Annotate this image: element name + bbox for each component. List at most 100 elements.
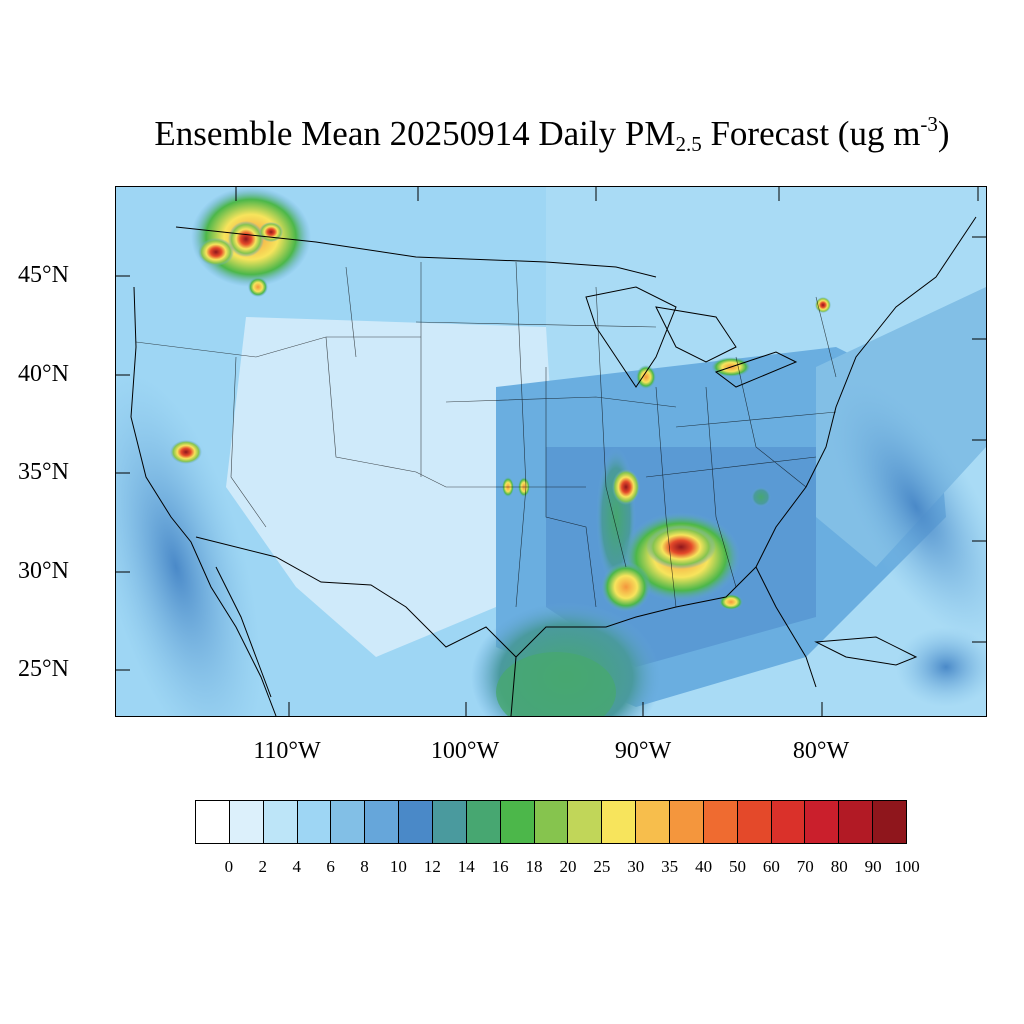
state-line-14 [735, 356, 807, 488]
colorbar-label: 2 [258, 857, 268, 876]
colorbar-cell [670, 801, 704, 843]
colorbar-label: 0 [224, 857, 234, 876]
title-superscript: -3 [920, 112, 938, 136]
colorbar-cell [433, 801, 467, 843]
colorbar-label: 14 [457, 857, 475, 876]
idaho-hot-core-1 [198, 238, 234, 266]
colorbar-cell [839, 801, 874, 843]
louisiana-plume [601, 562, 651, 612]
colorbar-cell [263, 801, 298, 843]
colorbar-cell [737, 801, 772, 843]
colorbar-cell [331, 801, 366, 843]
interior-west-clean-area [226, 317, 556, 657]
coastlines-and-borders [130, 216, 977, 716]
idaho-hot-core-3 [259, 222, 283, 242]
pacific-coastline [130, 286, 277, 716]
colorbar-cell [602, 801, 637, 843]
lat-label-45n: 45°N [18, 262, 69, 288]
atlantic-band [824, 373, 986, 641]
idaho-hot-core-2 [228, 221, 264, 257]
montana-small-plume [248, 277, 268, 297]
colorbar-cell [297, 801, 332, 843]
state-line-11 [705, 386, 737, 588]
cuba-outline [814, 636, 918, 666]
new-york-spot [815, 297, 831, 313]
state-boundaries [135, 261, 837, 608]
gulf-coastline [510, 566, 757, 716]
colorbar-label: 20 [559, 857, 577, 876]
colorbar-label: 30 [627, 857, 645, 876]
lat-label-35n: 35°N [18, 459, 69, 485]
colorbar-cell [196, 801, 230, 843]
title-middle: Forecast (ug m [701, 114, 921, 153]
colorbar-cell [703, 801, 738, 843]
colorbar-label: 50 [728, 857, 746, 876]
lon-label-90w: 90°W [614, 738, 672, 764]
colorbar-label: 70 [796, 857, 814, 876]
state-line-6 [415, 321, 657, 328]
state-line-2 [230, 356, 267, 528]
colorbar-label: 35 [661, 857, 679, 876]
colorbar-label: 6 [326, 857, 335, 876]
map-title: Ensemble Mean 20250914 Daily PM2.5 Forec… [0, 112, 1024, 157]
lon-label-100w: 100°W [430, 738, 500, 764]
mississippi-hotspot [612, 469, 640, 505]
pacific-coast-band [116, 372, 262, 716]
state-line-3 [325, 336, 586, 488]
colorbar-cell [771, 801, 806, 843]
title-subscript: 2.5 [675, 132, 702, 156]
florida-spot [719, 594, 743, 610]
lake-erie [714, 351, 798, 388]
colorbar-label: 8 [360, 857, 369, 876]
state-line-5 [515, 261, 527, 608]
lake-huron [655, 306, 737, 363]
lat-label-40n: 40°N [18, 361, 69, 387]
state-line-10 [655, 386, 677, 608]
concentration-field [116, 187, 986, 716]
colorbar-cell [805, 801, 840, 843]
canada-border [175, 226, 657, 278]
colorbar-label: 18 [525, 857, 543, 876]
caribbean-band [896, 627, 986, 707]
atlantic-coastline [755, 216, 977, 688]
graticule-ticks [116, 187, 986, 716]
colorbar-label: 16 [491, 857, 509, 876]
lon-label-80w: 80°W [792, 738, 850, 764]
colorbar-label: 4 [292, 857, 301, 876]
colorbar-cell [534, 801, 569, 843]
colorbar-cell [636, 801, 671, 843]
carolina-spot [751, 487, 771, 507]
state-line-13 [675, 411, 837, 428]
colorbar-cell [500, 801, 535, 843]
lat-label-30n: 30°N [18, 558, 69, 584]
alabama-hot-core [646, 525, 716, 569]
state-line-8 [545, 367, 597, 608]
pm25-map [115, 186, 987, 717]
colorbar-cell [399, 801, 434, 843]
title-prefix: Ensemble Mean 20250914 Daily PM [154, 114, 676, 153]
colorbar-label: 80 [830, 857, 848, 876]
great-lakes-outline [585, 286, 677, 388]
state-line-1 [135, 336, 421, 358]
colorbar [195, 800, 907, 844]
colorbar-cell [568, 801, 603, 843]
michigan-spot [636, 365, 656, 389]
colorbar-label: 60 [762, 857, 780, 876]
colorbar-cell [365, 801, 400, 843]
colorbar-label: 100 [894, 857, 920, 876]
state-line-12 [645, 456, 817, 478]
colorbar-label: 25 [593, 857, 611, 876]
state-line-7 [445, 396, 677, 408]
baja-coastline [215, 566, 272, 698]
colorbar-cell [229, 801, 264, 843]
state-line-15 [815, 296, 837, 378]
california-hotspot [170, 440, 202, 464]
colorbar-label: 12 [423, 857, 441, 876]
colorbar-label: 90 [864, 857, 882, 876]
state-line-9 [595, 286, 627, 568]
colorbar-label: 40 [695, 857, 713, 876]
title-suffix: ) [937, 114, 950, 153]
mexico-border [195, 536, 517, 658]
gulf-green-core [496, 652, 616, 716]
colorbar-cell [466, 801, 501, 843]
